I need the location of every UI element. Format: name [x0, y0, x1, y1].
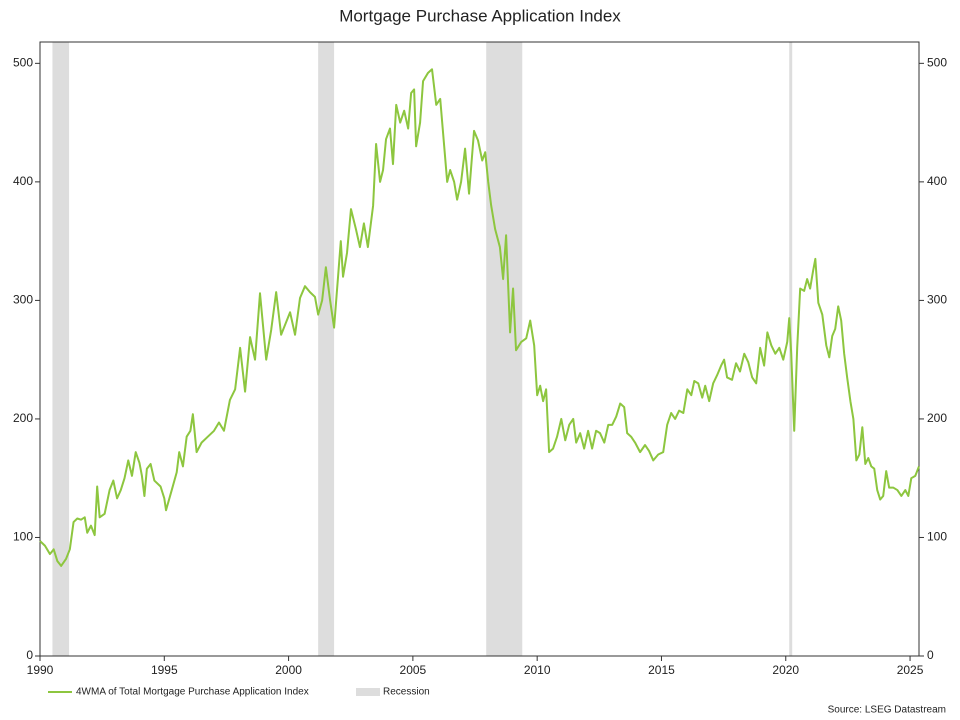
- chart-title: Mortgage Purchase Application Index: [339, 6, 621, 25]
- x-tick-label: 1990: [27, 663, 54, 677]
- y-tick-label: 500: [13, 56, 33, 70]
- x-tick-label: 2005: [400, 663, 427, 677]
- x-tick-label: 2000: [275, 663, 302, 677]
- y-tick-label: 400: [13, 174, 33, 188]
- legend-label: Recession: [383, 687, 430, 698]
- y2-tick-label: 500: [927, 56, 947, 70]
- y2-tick-label: 200: [927, 411, 947, 425]
- recession-band: [52, 42, 70, 656]
- x-tick-label: 2015: [648, 663, 675, 677]
- x-tick-label: 2010: [524, 663, 551, 677]
- x-tick-label: 2020: [772, 663, 799, 677]
- y-tick-label: 100: [13, 530, 33, 544]
- y2-tick-label: 400: [927, 174, 947, 188]
- data-line: [39, 68, 920, 567]
- source-note: Source: LSEG Datastream: [828, 705, 946, 716]
- y2-tick-label: 100: [927, 530, 947, 544]
- legend-label: 4WMA of Total Mortgage Purchase Applicat…: [76, 687, 309, 698]
- legend-swatch: [356, 688, 380, 696]
- y2-tick-label: 300: [927, 293, 947, 307]
- recession-band: [318, 42, 335, 656]
- y-tick-label: 0: [26, 648, 33, 662]
- x-tick-label: 2025: [897, 663, 924, 677]
- plot-frame: [39, 41, 920, 657]
- x-tick-label: 1995: [151, 663, 178, 677]
- y-tick-label: 300: [13, 293, 33, 307]
- y2-tick-label: 0: [927, 648, 934, 662]
- y-tick-label: 200: [13, 411, 33, 425]
